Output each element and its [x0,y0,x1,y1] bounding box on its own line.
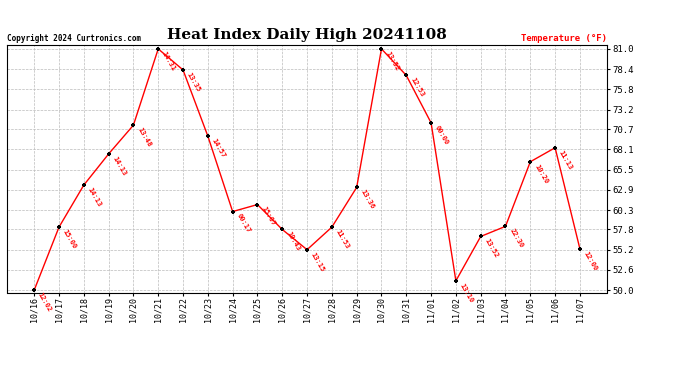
Text: 14:57: 14:57 [210,138,226,159]
Text: 10:20: 10:20 [533,163,549,184]
Text: 11:13: 11:13 [558,149,573,171]
Point [574,246,585,252]
Point [426,120,437,126]
Point [78,182,89,188]
Point [202,133,213,139]
Point [152,46,164,52]
Point [29,287,40,293]
Text: Temperature (°F): Temperature (°F) [521,33,607,42]
Point [451,278,462,284]
Text: 00:17: 00:17 [235,213,251,234]
Text: 22:30: 22:30 [509,228,524,249]
Text: 00:00: 00:00 [434,124,450,146]
Point [103,151,114,157]
Title: Heat Index Daily High 20241108: Heat Index Daily High 20241108 [167,28,447,42]
Text: 14:13: 14:13 [86,186,102,208]
Text: Copyright 2024 Curtronics.com: Copyright 2024 Curtronics.com [7,33,141,42]
Text: 12:00: 12:00 [582,250,598,272]
Point [401,72,412,78]
Point [500,224,511,230]
Point [128,122,139,128]
Text: 13:52: 13:52 [384,50,400,72]
Point [252,201,263,207]
Point [525,159,536,165]
Point [227,209,238,214]
Point [475,234,486,240]
Text: 15:00: 15:00 [62,228,77,250]
Point [326,224,337,230]
Point [277,226,288,232]
Text: 13:36: 13:36 [359,189,375,210]
Text: 13:52: 13:52 [484,238,500,259]
Text: 12:02: 12:02 [37,291,53,313]
Point [177,67,188,73]
Text: 13:35: 13:35 [186,71,201,93]
Text: 13:48: 13:48 [136,126,152,148]
Point [550,145,561,151]
Text: 13:10: 13:10 [459,282,475,304]
Text: 14:13: 14:13 [111,155,127,177]
Text: 13:15: 13:15 [310,251,326,273]
Point [376,46,387,52]
Point [351,184,362,190]
Text: 15:07: 15:07 [260,206,276,227]
Text: 14:31: 14:31 [161,50,177,72]
Text: 12:53: 12:53 [409,77,425,98]
Point [302,247,313,253]
Point [53,224,64,230]
Text: 10:43: 10:43 [285,231,301,252]
Text: 11:53: 11:53 [335,228,351,250]
